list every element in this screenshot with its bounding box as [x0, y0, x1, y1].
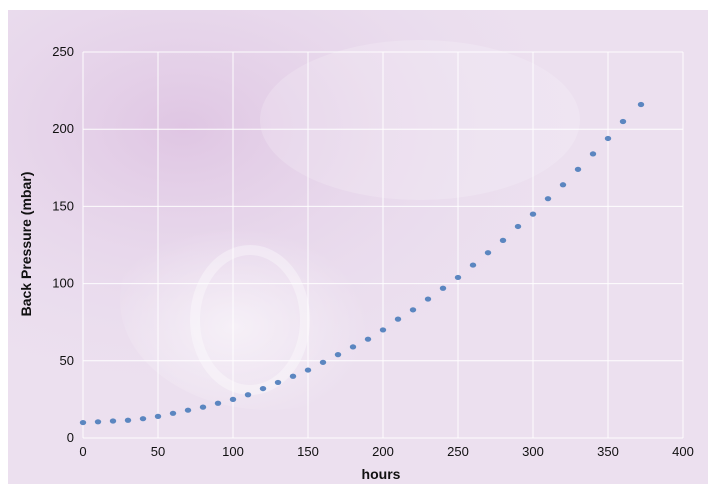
x-tick-label: 300	[522, 444, 544, 459]
y-tick-label: 150	[52, 198, 74, 213]
data-point	[334, 352, 342, 358]
data-point	[139, 416, 147, 422]
data-point	[274, 379, 282, 386]
data-point	[454, 274, 462, 281]
data-point	[544, 196, 552, 202]
x-tick-label: 0	[79, 444, 86, 459]
data-point	[349, 344, 357, 350]
x-tick-label: 100	[222, 444, 244, 459]
data-point	[364, 336, 372, 342]
x-tick-label: 350	[597, 444, 619, 459]
data-point	[499, 237, 507, 243]
background-swirl	[190, 245, 310, 395]
data-point	[199, 404, 207, 410]
y-tick-label: 50	[60, 353, 74, 368]
data-point	[154, 413, 162, 419]
data-point	[637, 101, 645, 108]
data-point	[559, 182, 567, 188]
data-point	[529, 211, 537, 217]
data-point	[169, 410, 177, 416]
data-point	[184, 407, 192, 413]
y-tick-label: 0	[67, 430, 74, 445]
data-points	[79, 101, 645, 426]
data-point	[589, 151, 597, 157]
data-point	[604, 135, 612, 142]
x-tick-label: 400	[672, 444, 694, 459]
y-tick-label: 250	[52, 44, 74, 59]
data-point	[229, 396, 237, 402]
data-point	[379, 327, 387, 333]
data-point	[469, 262, 477, 268]
x-tick-label: 50	[151, 444, 165, 459]
x-tick-label: 250	[447, 444, 469, 459]
tick-labels: 0 50 100 150 200 250 300 350 400 0 50 100 150 200 250	[52, 44, 694, 459]
grid	[82, 51, 684, 439]
x-axis-title: hours	[362, 466, 401, 482]
data-point	[574, 166, 582, 172]
y-tick-label: 100	[52, 276, 74, 291]
data-point	[514, 223, 522, 230]
data-point	[319, 359, 327, 365]
data-point	[124, 417, 132, 423]
data-point	[289, 373, 297, 379]
data-point	[79, 419, 87, 426]
y-axis-title: Back Pressure (mbar)	[18, 172, 34, 317]
x-tick-label: 200	[372, 444, 394, 459]
data-point	[439, 285, 447, 291]
background-glow	[120, 190, 420, 410]
data-point	[214, 400, 222, 406]
data-point	[94, 419, 102, 425]
data-point	[244, 392, 252, 398]
data-point	[409, 307, 417, 313]
data-point	[424, 296, 432, 302]
y-tick-label: 200	[52, 121, 74, 136]
data-point	[259, 385, 267, 392]
data-point	[484, 250, 492, 256]
data-point	[394, 316, 402, 322]
data-point	[109, 418, 117, 424]
data-point	[619, 118, 627, 125]
background-highlight	[260, 40, 580, 200]
x-tick-label: 150	[297, 444, 319, 459]
data-point	[304, 367, 312, 373]
